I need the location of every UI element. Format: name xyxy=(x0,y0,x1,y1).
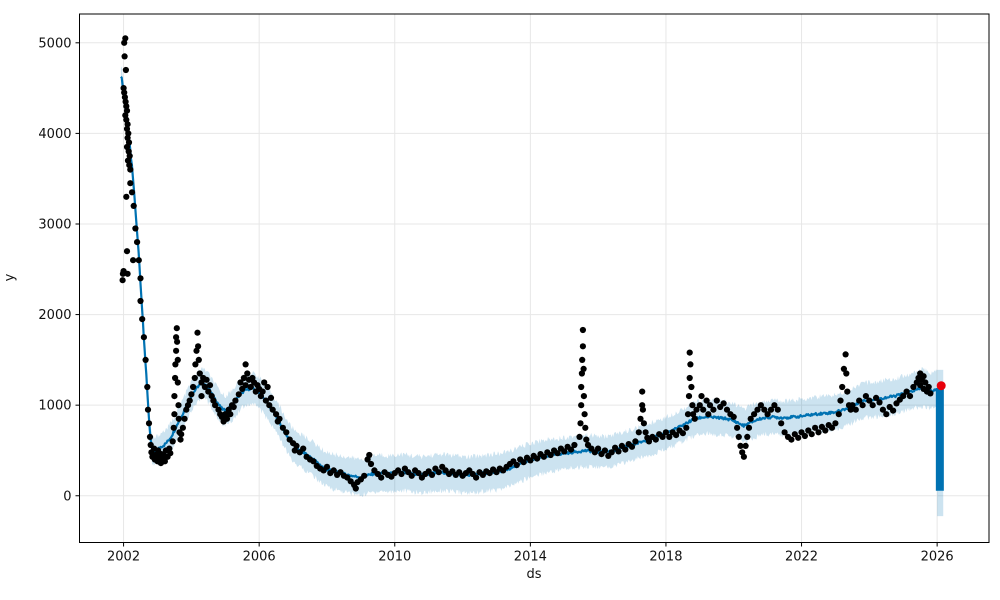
y-tick-5000: 5000 xyxy=(38,36,71,51)
x-axis-label: ds xyxy=(526,567,542,582)
y-axis-label: y xyxy=(2,273,18,282)
x-tick-2010: 2010 xyxy=(378,550,411,565)
x-tick-2018: 2018 xyxy=(649,550,682,565)
x-tick-2002: 2002 xyxy=(107,550,140,565)
x-tick-2006: 2006 xyxy=(243,550,276,565)
grid-lines xyxy=(79,14,989,543)
y-tick-2000: 2000 xyxy=(38,308,71,323)
axis-ticks xyxy=(75,42,938,547)
x-tick-labels: 2002 2006 2010 2014 2018 2022 2026 xyxy=(107,550,954,565)
y-tick-0: 0 xyxy=(63,489,71,504)
actual-points xyxy=(119,35,934,492)
y-tick-1000: 1000 xyxy=(38,399,71,414)
x-tick-2014: 2014 xyxy=(514,550,547,565)
y-tick-3000: 3000 xyxy=(38,217,71,232)
latest-point-marker xyxy=(936,381,946,391)
y-tick-labels: 0 1000 2000 3000 4000 5000 xyxy=(38,36,71,504)
x-tick-2026: 2026 xyxy=(921,550,954,565)
x-tick-2022: 2022 xyxy=(785,550,818,565)
y-tick-4000: 4000 xyxy=(38,127,71,142)
axis-spines xyxy=(79,13,990,543)
